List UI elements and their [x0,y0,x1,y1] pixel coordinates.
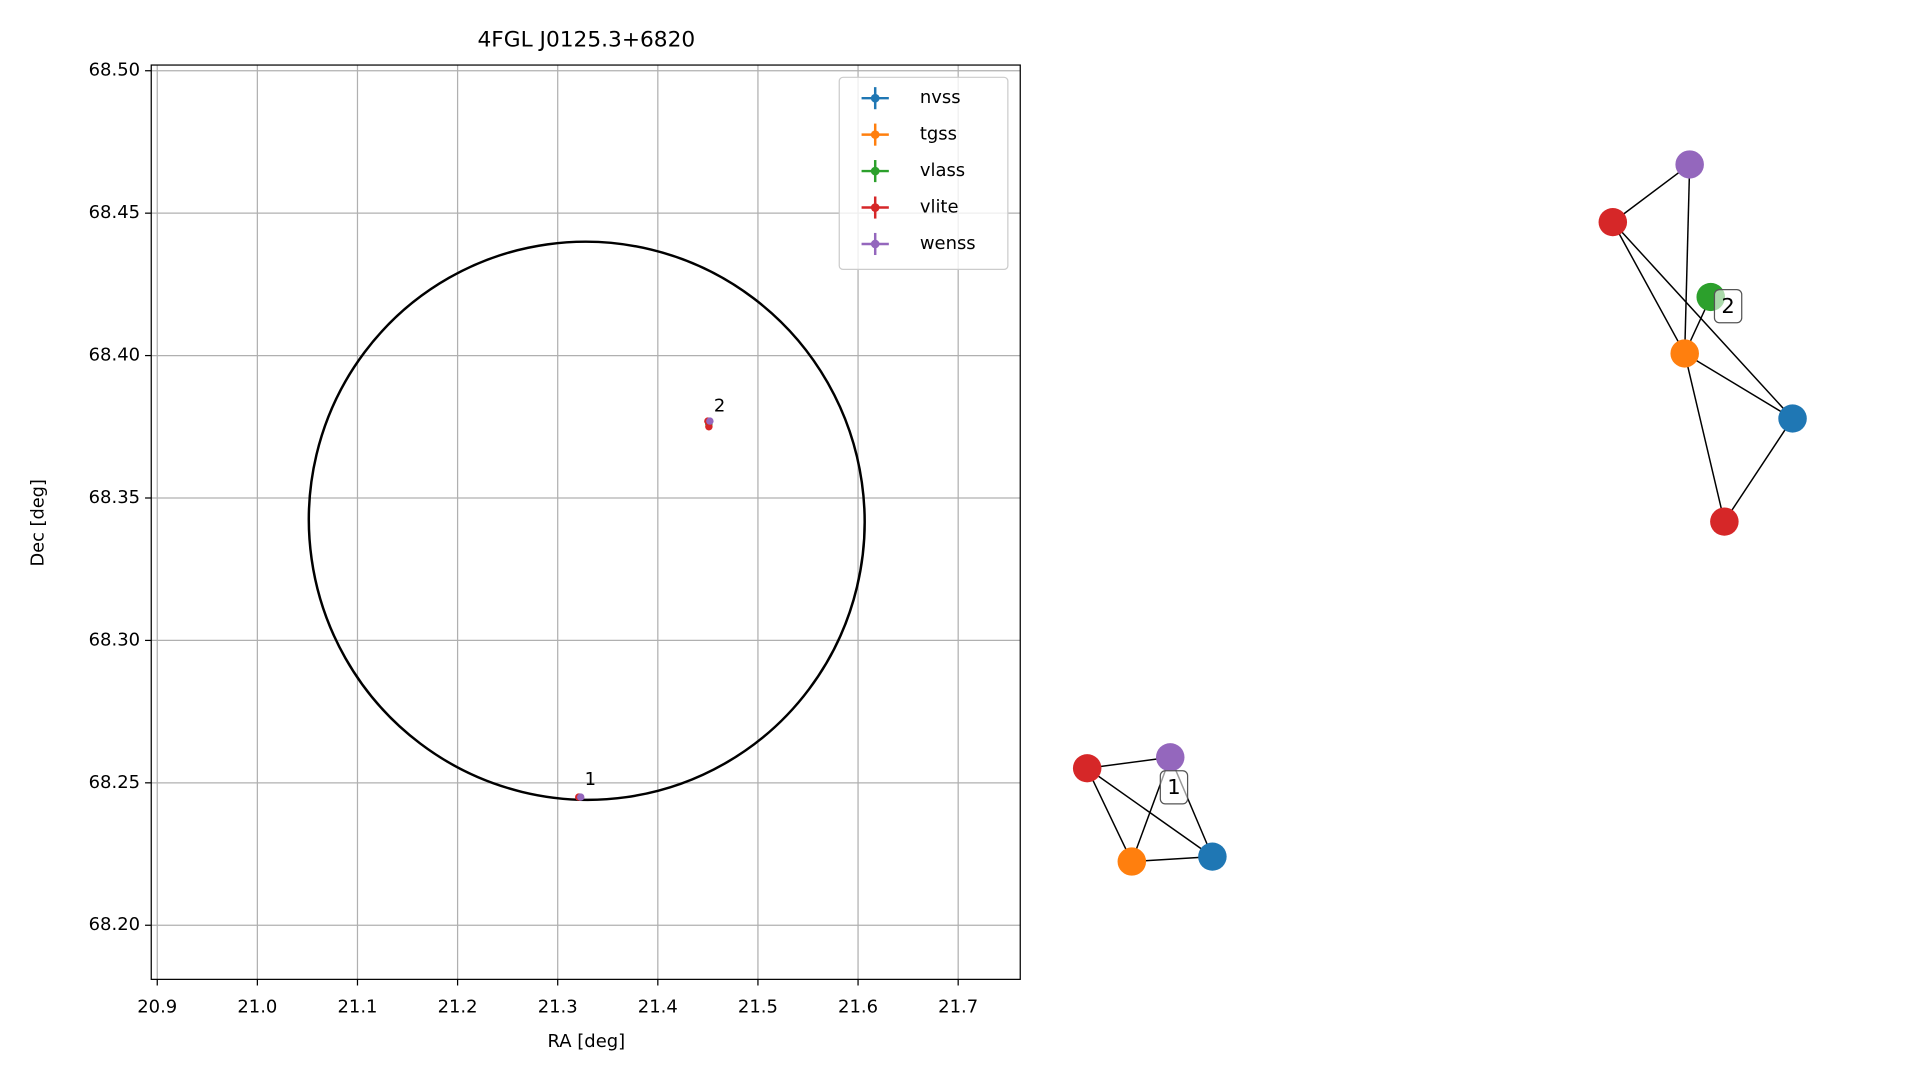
node [1778,404,1807,433]
point [705,423,713,431]
plot-frame [150,64,1021,980]
x-tick-label: 21.5 [738,997,778,1018]
edge [1612,221,1686,354]
y-tick-label: 68.45 [89,202,140,223]
legend-swatch [870,130,880,139]
y-tick-label: 68.35 [89,487,140,508]
node [1675,150,1704,179]
edge [1612,163,1691,223]
x-tick-label: 21.1 [337,997,377,1018]
node [1072,754,1102,783]
label-box [1713,289,1743,324]
legend-swatch [870,203,880,212]
y-tick-label: 68.50 [89,60,140,81]
legend-label: nvss [920,87,961,108]
x-tick-label: 21.6 [838,997,878,1018]
network-label: 1 [1167,775,1180,799]
point-annotation: 2 [714,396,725,417]
edge [1684,352,1793,420]
node [1670,339,1699,368]
x-tick-label: 21.7 [938,997,978,1018]
node [1117,847,1147,876]
edge [1086,767,1133,862]
x-tick-label: 21.3 [538,997,578,1018]
x-axis-label: RA [deg] [548,1031,626,1052]
legend-label: vlass [920,160,965,181]
y-tick-label: 68.30 [89,629,140,650]
network-graph-2: 2 [1598,150,1807,536]
node [1198,842,1227,871]
legend-label: tgss [920,124,957,145]
network-label: 2 [1721,294,1734,318]
legend-label: wenss [920,233,976,254]
legend-label: vlite [920,197,959,218]
edge [1723,418,1794,522]
x-tick-label: 21.0 [237,997,277,1018]
chart-title: 4FGL J0125.3+6820 [478,28,696,53]
network-graph-1: 1 [1072,743,1227,876]
edge [1612,221,1794,419]
y-tick-label: 68.40 [89,345,140,366]
y-tick-label: 68.20 [89,914,140,935]
legend-swatch [870,93,880,103]
x-tick-label: 21.4 [638,997,678,1018]
legend-swatch [870,239,880,249]
node [1155,743,1185,772]
label-box [1159,770,1189,805]
x-tick-label: 20.9 [137,997,177,1018]
point [706,417,714,425]
point-annotation: 1 [585,769,596,790]
y-tick-label: 68.25 [89,772,140,793]
edge [1683,353,1726,522]
legend-swatch [870,166,880,176]
point [577,793,585,801]
x-tick-label: 21.2 [438,997,478,1018]
y-axis-label: Dec [deg] [27,479,48,566]
edge [1683,164,1691,354]
legend-box [838,76,1009,270]
node [1598,208,1628,237]
node [1710,507,1739,536]
localization-ellipse [307,240,866,802]
